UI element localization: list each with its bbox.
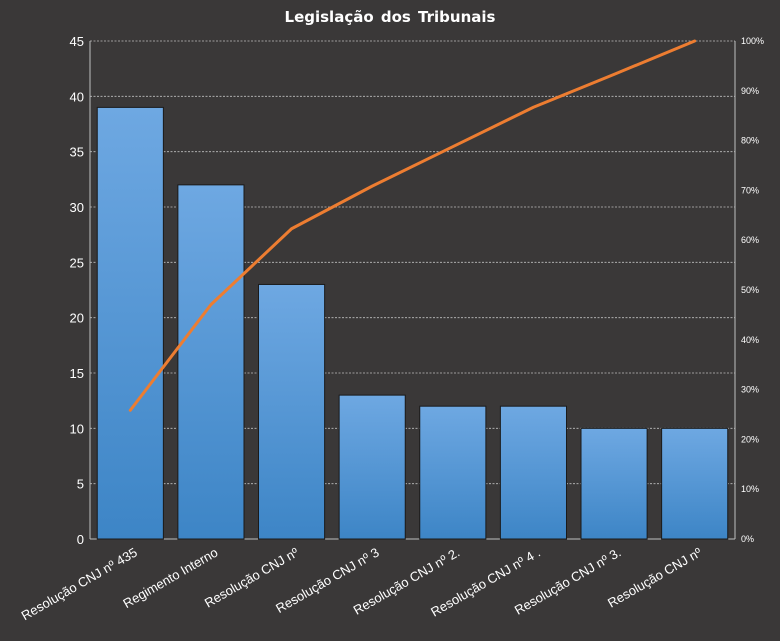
y2-tick-label: 60% (741, 235, 759, 245)
y-tick-label: 40 (70, 89, 84, 104)
y-tick-label: 45 (70, 34, 84, 49)
y2-tick-label: 20% (741, 434, 759, 444)
y-tick-label: 20 (70, 311, 84, 326)
y2-tick-label: 30% (741, 385, 759, 395)
cumulative-line (128, 39, 697, 412)
bar (580, 427, 648, 540)
bar (177, 184, 245, 540)
x-tick-label: Resolução CNJ nº 435 (19, 545, 140, 624)
bar (338, 394, 406, 540)
bar (258, 283, 326, 540)
y2-tick-label: 40% (741, 335, 759, 345)
y2-tick-label: 100% (741, 36, 764, 46)
bar (661, 427, 729, 540)
y-tick-label: 10 (70, 421, 84, 436)
y2-tick-label: 80% (741, 136, 759, 146)
y2-tick-label: 90% (741, 86, 759, 96)
bar-series (96, 106, 729, 540)
bar (419, 405, 487, 540)
y2-tick-label: 50% (741, 285, 759, 295)
y-tick-label: 25 (70, 255, 84, 270)
y-tick-label: 5 (77, 477, 84, 492)
y2-tick-label: 0% (741, 534, 754, 544)
cumulative-line-series (128, 39, 697, 412)
y-tick-label: 30 (70, 200, 84, 215)
y-tick-label: 35 (70, 145, 84, 160)
y-tick-label: 0 (77, 532, 84, 547)
bar (96, 106, 164, 540)
chart-title: Legislação dos Tribunais (284, 8, 496, 26)
y2-tick-label: 10% (741, 484, 759, 494)
bar (499, 405, 567, 540)
y-tick-label: 15 (70, 366, 84, 381)
y2-tick-label: 70% (741, 185, 759, 195)
